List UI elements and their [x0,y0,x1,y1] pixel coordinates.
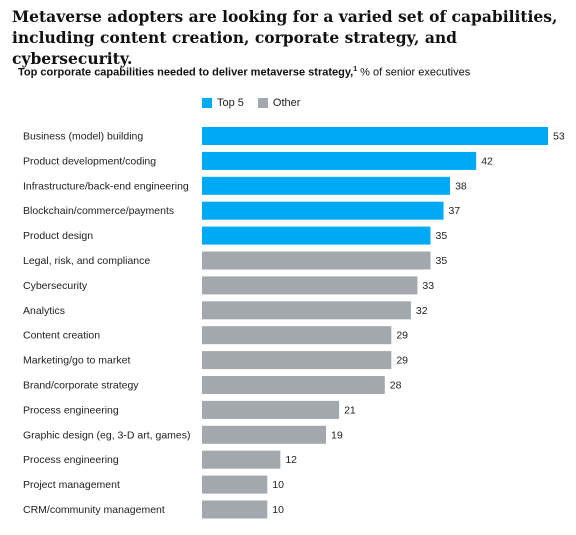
category-label: Legal, risk, and compliance [23,255,150,267]
value-label: 29 [396,355,408,367]
category-label: Product design [23,230,93,242]
bar [202,151,477,170]
legend-item-other: Other [257,97,301,109]
value-label: 29 [396,330,408,342]
chart-headline: Metaverse adopters are looking for a var… [12,7,558,68]
category-label: Business (model) building [23,131,143,143]
chart-legend: Top 5 Other [202,97,314,109]
bar [202,400,340,419]
bar [202,500,268,519]
category-label: Cybersecurity [23,280,88,292]
value-label: 35 [435,230,447,242]
bar [202,376,385,394]
bar [202,450,281,469]
category-label: Graphic design (eg, 3-D art, games) [23,429,191,441]
value-label: 28 [390,380,402,392]
subtitle-text: Top corporate capabilities needed to del… [18,66,354,79]
subtitle-unit: % of senior executives [357,66,471,79]
category-label: Product development/coding [23,155,156,167]
value-label: 10 [272,504,284,516]
value-label: 38 [455,180,467,192]
bar [202,276,418,295]
bar [202,201,444,220]
value-label: 42 [481,155,493,167]
category-label: Analytics [23,305,65,317]
bar [202,226,431,245]
category-label: CRM/community management [23,504,165,516]
bar [202,251,431,270]
value-label: 37 [449,205,461,217]
category-label: Process engineering [23,404,119,416]
category-label: Brand/corporate strategy [23,380,139,392]
bar [202,475,268,494]
category-label: Infrastructure/back-end engineering [23,180,189,192]
bar [202,326,392,345]
legend-item-top5: Top 5 [202,97,244,109]
bar [202,301,411,320]
category-label: Content creation [23,330,100,342]
value-label: 32 [416,305,428,317]
bar [202,351,392,370]
value-label: 12 [285,454,297,466]
bar [202,425,327,444]
legend-swatch-top5 [202,98,212,108]
value-label: 35 [435,255,447,267]
bar [202,127,548,145]
value-label: 33 [422,280,434,292]
legend-swatch-other [257,98,268,108]
legend-label-other: Other [272,97,301,109]
value-label: 19 [331,429,343,441]
bar [202,176,451,195]
value-label: 21 [344,404,356,416]
chart-subtitle: Top corporate capabilities needed to del… [18,66,470,79]
category-label: Project management [23,479,120,491]
category-label: Marketing/go to market [23,355,130,367]
value-label: 10 [272,479,284,491]
category-label: Process engineering [23,454,119,466]
value-label: 53 [553,131,565,143]
footnote-marker: 1 [353,66,358,73]
legend-label-top5: Top 5 [217,97,244,109]
category-label: Blockchain/commerce/payments [23,205,174,217]
